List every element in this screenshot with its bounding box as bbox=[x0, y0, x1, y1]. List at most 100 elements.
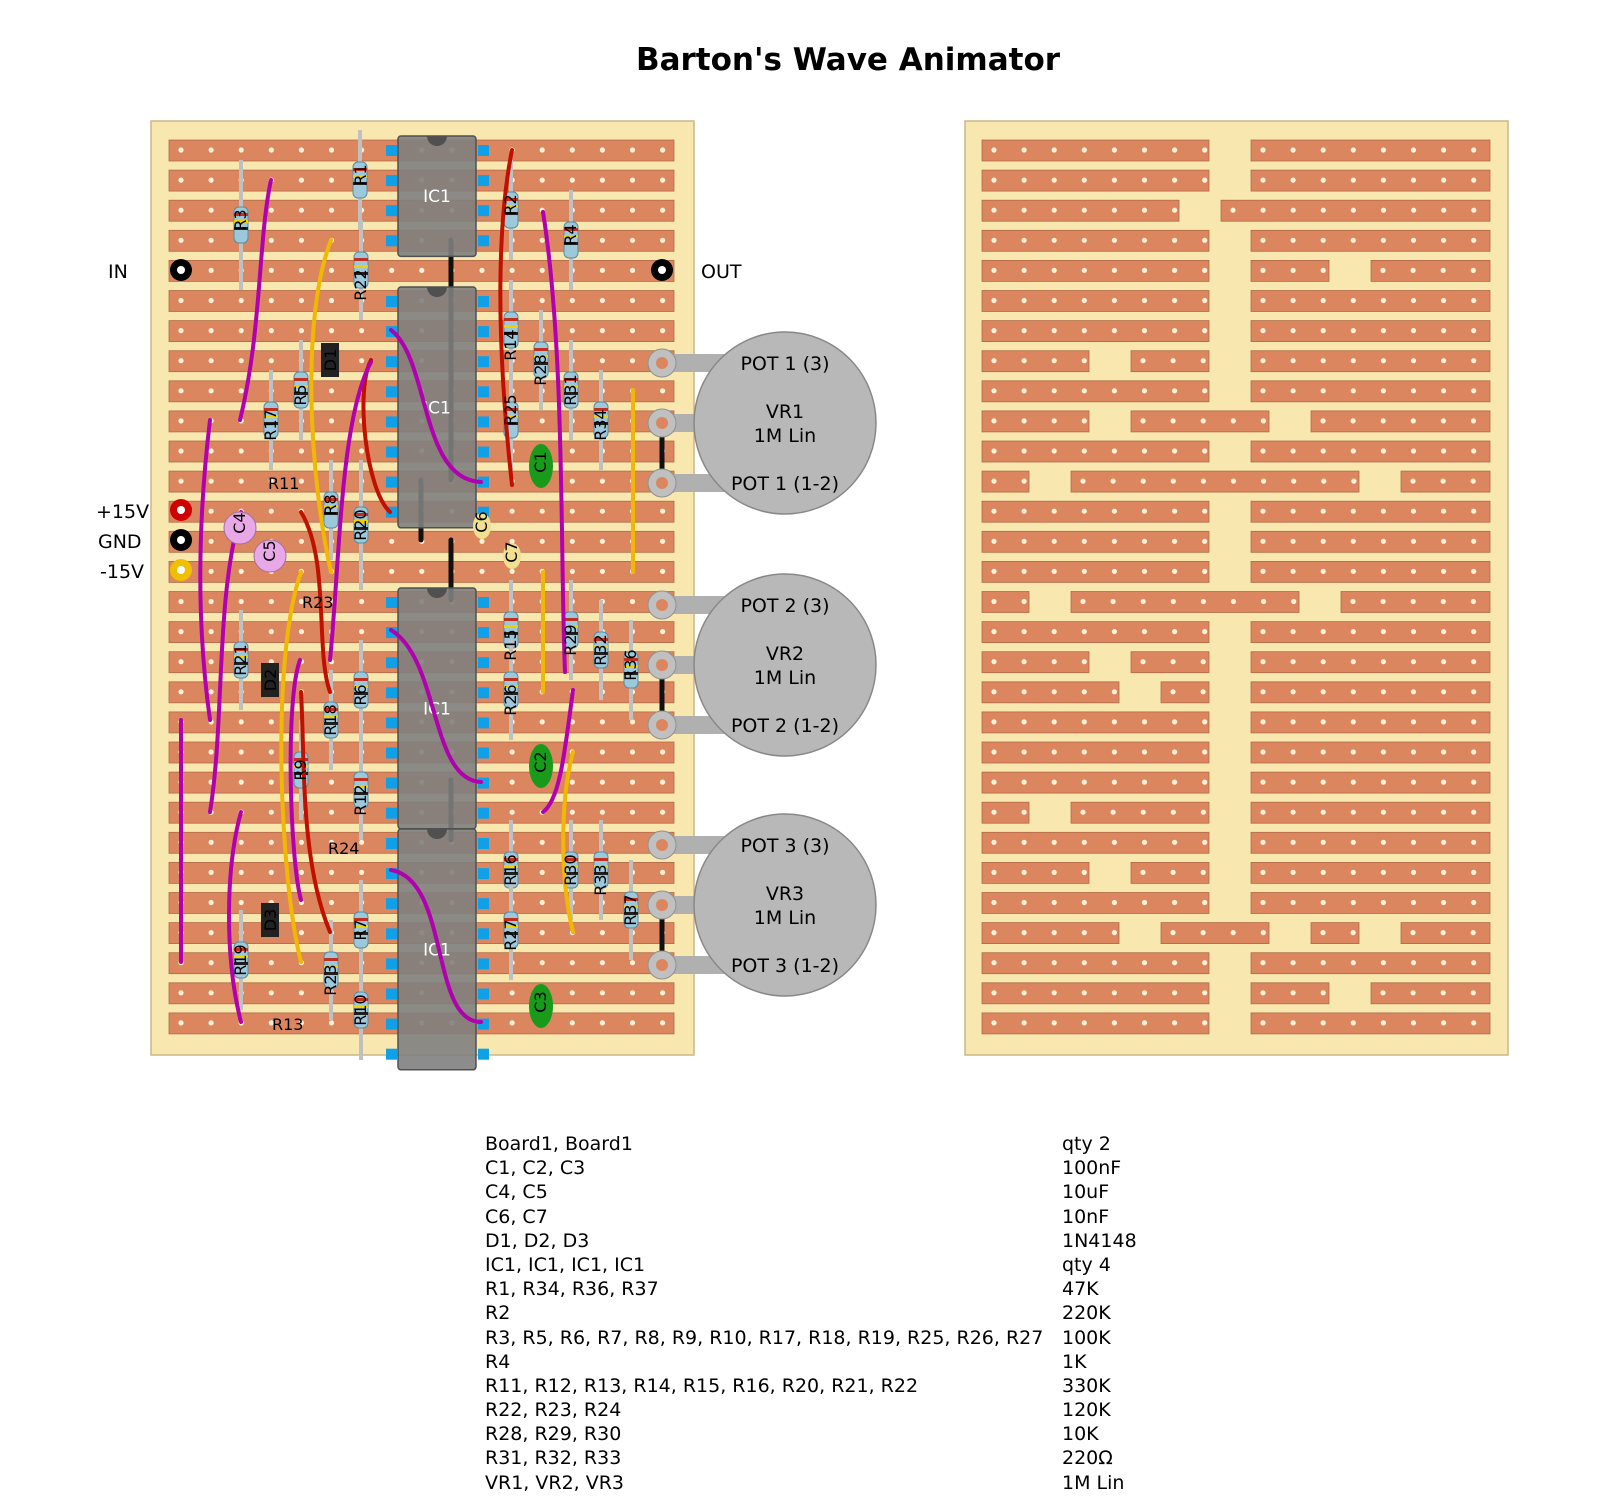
strip-hole bbox=[1021, 1020, 1027, 1026]
component-label: R17 bbox=[261, 409, 280, 440]
ic-label: IC1 bbox=[423, 940, 451, 960]
strip-hole bbox=[1172, 328, 1178, 334]
wire-purple bbox=[541, 688, 575, 814]
ic-pin bbox=[386, 898, 397, 910]
strip-hole bbox=[991, 719, 997, 725]
strip-hole bbox=[1410, 809, 1417, 815]
resistor-band bbox=[354, 778, 368, 781]
strip-hole bbox=[1140, 478, 1146, 484]
strip-hole bbox=[298, 869, 304, 876]
strip-hole bbox=[991, 538, 997, 544]
strip-hole bbox=[1081, 328, 1087, 334]
strip-hole bbox=[208, 388, 214, 394]
strip-hole bbox=[208, 297, 214, 304]
strip-hole bbox=[1320, 508, 1326, 514]
strip-hole bbox=[328, 388, 335, 394]
strip-hole bbox=[268, 508, 274, 514]
resistor-band bbox=[354, 918, 368, 921]
resistor-band bbox=[504, 872, 518, 875]
bom-value: 330K bbox=[1062, 1374, 1111, 1397]
strip-hole bbox=[298, 328, 304, 334]
pot-label-bottom: POT 3 (1-2) bbox=[731, 955, 839, 977]
strip-hole bbox=[178, 177, 184, 183]
ic-pin bbox=[386, 597, 397, 608]
strip-hole bbox=[1021, 267, 1027, 273]
ic-pin bbox=[386, 868, 397, 880]
copper-strip bbox=[981, 350, 1090, 373]
resistor-band bbox=[624, 905, 638, 908]
strip-hole bbox=[599, 779, 606, 785]
strip-hole bbox=[1260, 207, 1266, 213]
resistor-band bbox=[624, 912, 638, 915]
strip-hole bbox=[1290, 358, 1296, 364]
strip-hole bbox=[1260, 629, 1266, 635]
strip-hole bbox=[1141, 177, 1148, 183]
wire-purple bbox=[288, 658, 303, 902]
strip-hole bbox=[389, 568, 395, 575]
strip-hole bbox=[1471, 869, 1477, 876]
strip-hole bbox=[1320, 297, 1326, 304]
strip-hole bbox=[1200, 478, 1206, 484]
component-labels: R1 R2 R3 R4 R5 R6 R7 R8 R9 R10 R12 R14 R15 R16 R17 R18 R… bbox=[230, 164, 640, 1034]
strip-hole bbox=[1320, 448, 1326, 454]
copper-strip bbox=[981, 922, 1120, 944]
strip-hole bbox=[1441, 328, 1447, 334]
resistor-band bbox=[504, 422, 518, 425]
strip-hole bbox=[1380, 358, 1386, 364]
resistor-band bbox=[504, 408, 518, 411]
wire-purple bbox=[208, 510, 243, 814]
pot-terminal-pad bbox=[656, 599, 668, 611]
strip-hole bbox=[178, 448, 184, 454]
strip-hole bbox=[419, 267, 425, 273]
bom-row: R2 220K bbox=[485, 1301, 1185, 1325]
strip-hole bbox=[599, 297, 606, 304]
strip-hole bbox=[1202, 749, 1208, 755]
strip-hole bbox=[1350, 328, 1356, 334]
strip-hole bbox=[1111, 388, 1117, 394]
strip-hole bbox=[1320, 328, 1326, 334]
strip-hole bbox=[1051, 1020, 1057, 1026]
strip-hole bbox=[1051, 297, 1057, 304]
resistor-band bbox=[234, 213, 248, 216]
bom-row: C1, C2, C3 100nF bbox=[485, 1156, 1185, 1180]
component-label: C1 bbox=[531, 451, 550, 472]
strip-hole bbox=[1410, 719, 1417, 725]
strip-hole bbox=[328, 418, 335, 424]
strip-hole bbox=[1200, 358, 1206, 364]
strip-hole bbox=[298, 538, 304, 544]
strip-hole bbox=[1320, 960, 1326, 966]
strip-hole bbox=[1441, 659, 1447, 665]
component-label: R9 bbox=[291, 759, 310, 780]
strip-hole bbox=[1260, 358, 1266, 364]
copper-strip bbox=[981, 290, 1210, 312]
resistor-band bbox=[354, 792, 368, 795]
strip-hole bbox=[1380, 448, 1386, 454]
strip-hole bbox=[238, 598, 244, 605]
resistor-band bbox=[594, 652, 608, 655]
component-label: R7 bbox=[351, 919, 370, 940]
strip-hole bbox=[1290, 297, 1296, 304]
strip-hole bbox=[599, 358, 606, 364]
strip-hole bbox=[1080, 809, 1086, 815]
strip-hole bbox=[569, 478, 575, 484]
strip-hole bbox=[1350, 207, 1356, 213]
resistor-band bbox=[504, 678, 518, 681]
strip-hole bbox=[599, 930, 606, 936]
strip-hole bbox=[1380, 207, 1387, 213]
strip-hole bbox=[1172, 147, 1178, 153]
strip-hole bbox=[1021, 207, 1027, 213]
pot-terminal-pad bbox=[656, 659, 668, 671]
strip-hole bbox=[1021, 809, 1027, 815]
strip-hole bbox=[599, 809, 606, 815]
component-label: D2 bbox=[261, 669, 280, 692]
strip-hole bbox=[1170, 659, 1176, 665]
bom-row: R28, R29, R30 10K bbox=[485, 1422, 1185, 1446]
strip-hole bbox=[1350, 839, 1356, 845]
ic-pin bbox=[478, 777, 489, 789]
component-label: R16 bbox=[501, 854, 520, 885]
strip-hole bbox=[328, 448, 335, 454]
strip-hole bbox=[238, 147, 244, 153]
resistor-band bbox=[594, 865, 608, 868]
strip-hole bbox=[1380, 839, 1386, 845]
